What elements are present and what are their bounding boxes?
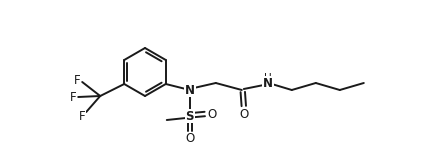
Text: S: S [185,110,194,123]
Text: N: N [185,84,195,97]
Text: F: F [79,110,86,123]
Text: H: H [264,73,272,83]
Text: N: N [263,76,273,90]
Text: O: O [239,109,248,122]
Text: O: O [185,132,194,145]
Text: F: F [74,73,80,87]
Text: F: F [70,91,77,104]
Text: O: O [207,108,217,121]
